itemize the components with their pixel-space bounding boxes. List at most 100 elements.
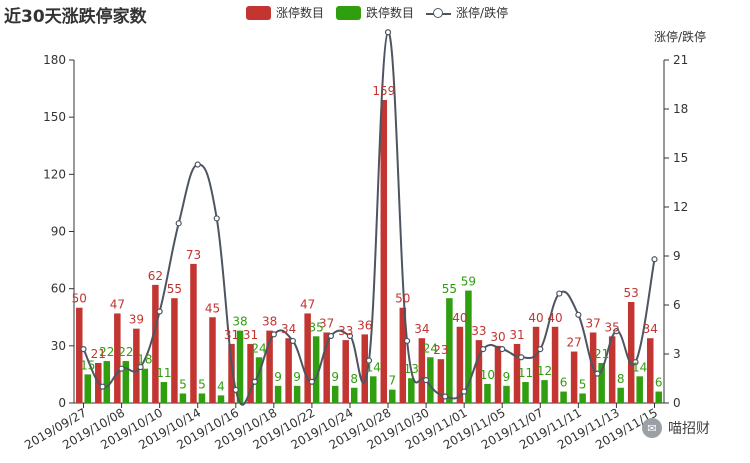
bar-down-label: 4 <box>217 379 225 393</box>
bar-up <box>532 326 540 403</box>
watermark-label: 喵招财 <box>668 421 710 437</box>
ratio-point <box>499 346 506 353</box>
bar-down-label: 8 <box>617 372 625 386</box>
bar-down <box>198 393 206 403</box>
bar-down <box>541 380 548 403</box>
legend: 涨停数目 跌停数目 涨停/跌停 <box>246 4 520 21</box>
bar-down <box>350 387 358 403</box>
bar-up <box>323 332 330 403</box>
ratio-point <box>308 378 316 385</box>
bar-down-label: 14 <box>632 360 647 374</box>
legend-label-up: 涨停数目 <box>276 6 325 20</box>
bar-up <box>152 284 159 403</box>
bar-up <box>513 343 521 403</box>
bar-down <box>312 336 320 403</box>
ratio-point <box>289 337 296 345</box>
bar-down <box>655 391 662 403</box>
bar-up-label: 55 <box>167 282 182 296</box>
bar-up-label: 27 <box>566 336 581 350</box>
bar-down-label: 55 <box>442 282 457 296</box>
bar-up <box>285 338 292 403</box>
y-right-tick-label: 12 <box>673 200 688 214</box>
bar-up-label: 31 <box>224 328 239 342</box>
bar-down <box>636 376 643 403</box>
legend-label-ratio: 涨停/跌停 <box>456 6 509 20</box>
watermark: ✉ 喵招财 <box>642 418 710 438</box>
y-left-tick-label: 120 <box>43 167 66 181</box>
right-axis-name: 涨停/跌停 <box>653 30 706 44</box>
legend-item-up[interactable]: 涨停数目 <box>246 4 324 21</box>
bar-down-label: 5 <box>198 377 206 391</box>
y-right-tick-label: 3 <box>673 347 681 361</box>
legend-item-down[interactable]: 跌停数目 <box>336 4 414 21</box>
bar-down <box>331 385 339 403</box>
ratio-point <box>651 256 658 263</box>
bar-down <box>217 395 225 403</box>
bar-up <box>304 313 311 403</box>
bar-down-label: 18 <box>137 353 152 367</box>
legend-item-ratio[interactable]: 涨停/跌停 <box>426 4 508 21</box>
bar-down <box>560 391 567 403</box>
bar-down-label: 9 <box>503 370 511 384</box>
bar-up-label: 47 <box>110 297 125 311</box>
bar-up <box>646 338 654 403</box>
bar-down-label: 7 <box>388 374 396 388</box>
bar-down-label: 59 <box>461 275 476 289</box>
ratio-point <box>365 357 373 364</box>
bar-up <box>608 336 616 403</box>
bar-down-label: 6 <box>560 376 568 390</box>
bar-up-label: 37 <box>319 316 334 330</box>
bar-down-label: 22 <box>99 345 114 359</box>
ratio-point <box>403 337 411 345</box>
ratio-point <box>232 386 239 394</box>
bar-up-label: 50 <box>72 292 87 306</box>
bar-up <box>361 334 368 403</box>
bar-up-label: 40 <box>547 311 562 325</box>
ratio-point <box>213 215 220 222</box>
bar-up-label: 159 <box>372 84 395 98</box>
ratio-point <box>156 308 163 315</box>
bar-up <box>247 343 254 403</box>
bar-up <box>399 307 407 403</box>
bar-up <box>342 340 349 403</box>
bar-down <box>122 361 130 403</box>
bar-down <box>103 361 111 403</box>
bar-up <box>475 340 483 403</box>
bar-up-label: 36 <box>357 318 372 332</box>
bar-up-label: 39 <box>129 313 144 327</box>
bar-down <box>370 376 377 403</box>
bar-down-label: 35 <box>309 320 324 334</box>
ratio-point <box>175 220 182 227</box>
bar-down <box>598 362 605 403</box>
bar-up-label: 73 <box>186 248 201 262</box>
bar-up <box>171 298 178 403</box>
bar-down-label: 9 <box>331 370 339 384</box>
bar-down <box>617 387 624 403</box>
bar-up-label: 37 <box>585 316 600 330</box>
bar-down-label: 22 <box>118 345 133 359</box>
bar-down <box>446 298 453 403</box>
bar-up-label: 34 <box>281 322 296 336</box>
ratio-point <box>632 359 639 366</box>
bar-up-label: 34 <box>414 322 429 336</box>
legend-swatch-down <box>336 5 362 20</box>
chart-title: 近30天涨跌停家数 <box>4 7 147 27</box>
bar-down <box>465 290 472 403</box>
bar-up-label: 35 <box>605 320 620 334</box>
bar-up <box>551 326 559 403</box>
ratio-point <box>442 393 449 400</box>
bar-up <box>456 326 464 403</box>
bar-up-label: 47 <box>300 297 315 311</box>
bar-up <box>133 328 140 403</box>
bar-up <box>494 345 502 403</box>
legend-label-down: 跌停数目 <box>366 6 415 20</box>
bar-up-label: 53 <box>624 286 639 300</box>
ratio-point <box>556 290 563 297</box>
ratio-point <box>80 346 87 353</box>
bar-up-label: 40 <box>528 311 543 325</box>
bar-down <box>255 357 263 403</box>
ratio-point <box>537 346 544 353</box>
bar-down <box>427 357 434 403</box>
bar-up <box>76 307 83 403</box>
